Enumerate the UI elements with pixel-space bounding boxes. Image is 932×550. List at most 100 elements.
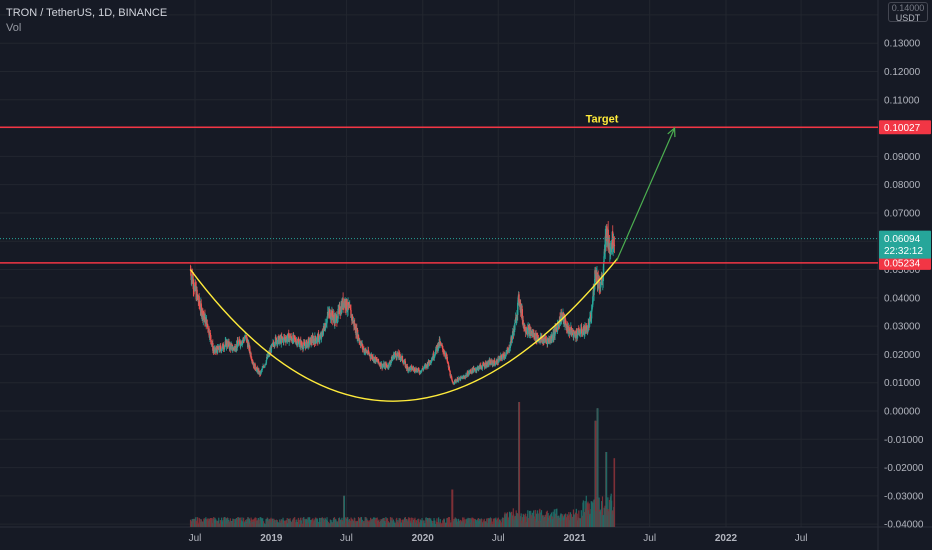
candle-body[interactable] [305, 342, 307, 349]
candle-body[interactable] [486, 366, 489, 368]
candle-body[interactable] [324, 323, 326, 331]
candle-body[interactable] [231, 344, 234, 350]
candle-body[interactable] [344, 301, 347, 309]
candle-body[interactable] [309, 338, 311, 343]
candle-body[interactable] [439, 339, 441, 346]
candle-body[interactable] [428, 360, 430, 363]
candle-body[interactable] [512, 331, 514, 333]
candle-body[interactable] [422, 368, 425, 370]
candle-body[interactable] [234, 345, 236, 351]
candle-body[interactable] [496, 360, 498, 364]
candle-body[interactable] [571, 331, 573, 333]
candle-body[interactable] [470, 370, 472, 373]
candle-body[interactable] [359, 340, 361, 344]
candle-body[interactable] [490, 361, 492, 364]
candle-body[interactable] [329, 318, 331, 319]
candle-body[interactable] [331, 310, 334, 317]
candle-body[interactable] [308, 339, 310, 345]
candle-body[interactable] [293, 335, 295, 340]
candle-body[interactable] [569, 331, 572, 333]
candle-body[interactable] [549, 339, 551, 343]
candle-body[interactable] [392, 356, 394, 358]
candle-body[interactable] [610, 246, 612, 248]
candle-body[interactable] [511, 335, 514, 340]
candle-body[interactable] [546, 339, 549, 345]
candle-body[interactable] [469, 370, 471, 373]
candle-body[interactable] [566, 325, 569, 333]
candle-body[interactable] [573, 333, 575, 338]
candle-body[interactable] [325, 323, 328, 325]
candle-body[interactable] [412, 368, 415, 370]
candle-body[interactable] [347, 302, 350, 307]
candle-body[interactable] [527, 327, 529, 334]
candle-body[interactable] [579, 332, 582, 334]
candle-body[interactable] [293, 335, 295, 337]
candle-body[interactable] [554, 327, 556, 336]
candle-body[interactable] [215, 350, 217, 352]
candle-body[interactable] [403, 362, 405, 364]
candle-body[interactable] [303, 342, 305, 344]
candle-body[interactable] [296, 340, 298, 346]
candle-body[interactable] [271, 343, 274, 345]
candle-body[interactable] [507, 349, 509, 352]
candle-body[interactable] [336, 315, 338, 323]
candle-body[interactable] [502, 354, 504, 357]
candle-body[interactable] [361, 344, 364, 349]
candle-body[interactable] [484, 363, 487, 368]
candle-body[interactable] [191, 274, 194, 283]
candle-body[interactable] [389, 362, 391, 364]
candle-body[interactable] [544, 337, 546, 341]
candle-body[interactable] [365, 348, 367, 351]
candle-body[interactable] [301, 344, 303, 346]
candle-body[interactable] [222, 343, 224, 349]
candle-body[interactable] [260, 371, 262, 375]
candle-body[interactable] [280, 336, 282, 344]
candle-body[interactable] [406, 366, 409, 368]
candle-body[interactable] [378, 362, 380, 365]
candle-body[interactable] [250, 353, 252, 359]
candle-body[interactable] [480, 364, 482, 367]
candle-body[interactable] [567, 326, 570, 334]
candle-body[interactable] [504, 356, 507, 357]
candle-body[interactable] [346, 299, 348, 310]
candle-body[interactable] [477, 367, 480, 371]
candle-body[interactable] [439, 342, 441, 346]
candle-body[interactable] [315, 341, 317, 343]
candle-body[interactable] [281, 336, 283, 339]
candle-body[interactable] [388, 362, 390, 368]
candle-body[interactable] [607, 229, 609, 243]
candle-body[interactable] [602, 261, 605, 274]
candle-body[interactable] [207, 325, 209, 329]
candle-body[interactable] [471, 368, 474, 371]
candle-body[interactable] [318, 335, 320, 342]
candle-body[interactable] [408, 367, 411, 368]
candle-body[interactable] [423, 365, 426, 368]
candle-body[interactable] [599, 287, 602, 289]
candle-body[interactable] [525, 330, 527, 333]
candle-body[interactable] [328, 309, 330, 314]
candle-body[interactable] [233, 347, 236, 350]
candle-body[interactable] [193, 284, 196, 291]
candle-body[interactable] [219, 346, 222, 347]
candle-body[interactable] [450, 376, 453, 378]
candle-body[interactable] [517, 302, 519, 315]
candle-body[interactable] [609, 247, 612, 253]
candle-body[interactable] [229, 344, 231, 346]
candle-body[interactable] [317, 334, 320, 336]
candle-body[interactable] [402, 360, 404, 363]
candle-body[interactable] [600, 282, 602, 288]
candle-body[interactable] [425, 364, 427, 368]
candle-body[interactable] [590, 315, 592, 321]
candle-body[interactable] [516, 314, 519, 316]
candle-body[interactable] [451, 377, 453, 380]
candle-body[interactable] [488, 360, 490, 364]
candle-body[interactable] [369, 354, 371, 357]
candle-body[interactable] [417, 369, 419, 371]
candle-body[interactable] [338, 307, 340, 311]
candle-body[interactable] [236, 340, 239, 348]
candle-body[interactable] [297, 340, 299, 344]
candle-body[interactable] [226, 341, 228, 346]
candle-body[interactable] [221, 348, 223, 350]
candle-body[interactable] [306, 343, 308, 348]
candle-body[interactable] [417, 368, 420, 370]
